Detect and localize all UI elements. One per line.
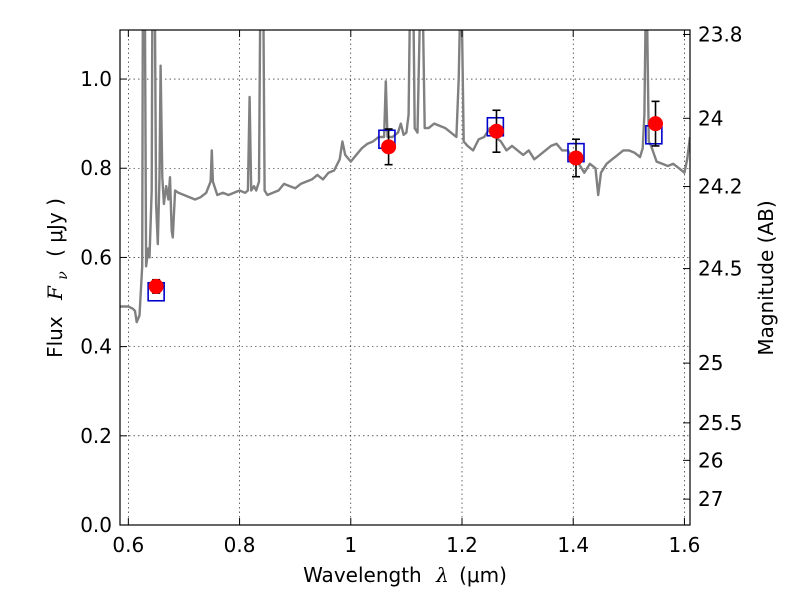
y-tick-label: 0.6 <box>80 245 112 269</box>
x-tick-label: 0.8 <box>224 533 256 557</box>
y2-tick-label: 23.8 <box>698 22 743 46</box>
spectrum-series <box>120 30 690 324</box>
measurement-point <box>568 150 584 166</box>
y-axis-title-text: Flux <box>43 316 67 358</box>
x-axis-title-symbol: λ <box>435 563 449 587</box>
x-axis-title: Wavelength λ (μm) <box>303 563 507 587</box>
x-tick-label: 1.4 <box>557 533 589 557</box>
y-tick-label: 0.8 <box>80 156 112 180</box>
y2-tick-label: 24.5 <box>698 257 743 281</box>
measurement-point <box>488 123 504 139</box>
spectrum-line <box>120 30 690 324</box>
y-axis-title-symbol: F <box>43 285 67 301</box>
x-tick-label: 1 <box>344 533 357 557</box>
measurement-point <box>148 278 164 294</box>
x-tick-label: 1.6 <box>669 533 701 557</box>
measurement-point <box>648 116 664 132</box>
y2-tick-label: 24 <box>698 106 723 130</box>
y2-axis-ticks: 23.8 24 24.2 24.5 25 25.5 26 27 <box>683 22 743 511</box>
x-tick-label: 1.2 <box>446 533 478 557</box>
y2-tick-label: 27 <box>698 487 723 511</box>
y2-tick-label: 25.5 <box>698 411 743 435</box>
x-tick-label: 0.6 <box>112 533 144 557</box>
x-axis-title-unit: (μm) <box>459 563 507 587</box>
y2-axis-title: Magnitude (AB) <box>754 200 778 355</box>
measurement-points <box>148 100 664 294</box>
y-tick-label: 1.0 <box>80 67 112 91</box>
y2-tick-label: 26 <box>698 448 723 472</box>
y-axis-ticks: 0.0 0.2 0.4 0.6 0.8 1.0 <box>80 67 127 537</box>
y-axis-title-subscript: ν <box>55 271 71 280</box>
y-axis-title-unit: ( μJy ) <box>43 198 67 257</box>
measurement-point <box>381 139 397 155</box>
plot-frame <box>119 29 691 526</box>
grid-lines <box>120 30 690 526</box>
y-tick-label: 0.2 <box>80 424 112 448</box>
x-axis-title-text: Wavelength <box>303 563 422 587</box>
y-tick-label: 0.0 <box>80 513 112 537</box>
y2-tick-label: 25 <box>698 351 723 375</box>
x-axis-ticks: 0.6 0.8 1 1.2 1.4 1.6 <box>112 30 700 557</box>
y-tick-label: 0.4 <box>80 335 112 359</box>
y-axis-title: Flux F ν ( μJy ) <box>43 198 72 358</box>
y2-tick-label: 24.2 <box>698 175 743 199</box>
